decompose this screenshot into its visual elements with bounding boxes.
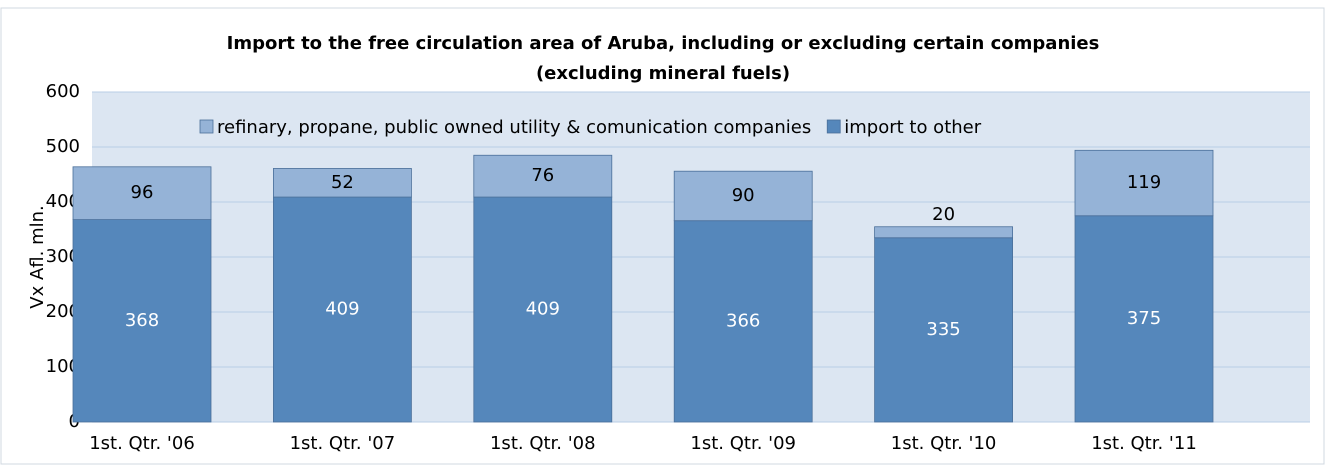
x-tick-label: 1st. Qtr. '10 [891,433,997,454]
x-tick-label: 1st. Qtr. '09 [690,433,796,454]
data-label: 20 [932,204,955,225]
legend-label: refinary, propane, public owned utility … [217,117,811,138]
data-label: 90 [732,185,755,206]
bar-segment [673,220,813,423]
data-label: 96 [131,182,154,203]
bar-segment [272,168,412,198]
data-label: 375 [1127,308,1161,329]
data-label: 119 [1127,172,1161,193]
data-label: 335 [926,319,960,340]
bar-segment [72,166,212,221]
chart-subtitle: (excluding mineral fuels) [536,63,790,84]
x-tick-label: 1st. Qtr. '06 [89,433,195,454]
y-tick-label: 300 [46,246,80,267]
bar-segment [72,219,212,423]
y-tick-label: 200 [46,301,80,322]
bar-segment [874,237,1013,423]
chart-title: Import to the free circulation area of A… [227,33,1100,54]
y-tick-label: 400 [46,191,80,212]
data-label: 368 [125,310,159,331]
bar-segment [874,226,1013,239]
data-label: 76 [531,165,554,186]
x-tick-label: 1st. Qtr. '11 [1091,433,1197,454]
x-tick-label: 1st. Qtr. '07 [290,433,396,454]
bar-segment [272,196,412,423]
bar-segment [673,170,813,222]
legend-swatch [199,119,214,134]
bar-segment [473,196,613,423]
bar-segment [473,154,613,198]
x-tick-label: 1st. Qtr. '08 [490,433,596,454]
legend-label: import to other [844,117,981,138]
y-tick-label: 100 [46,356,80,377]
data-label: 409 [526,299,560,320]
data-label: 366 [726,310,760,331]
data-label: 409 [325,299,359,320]
y-tick-label: 600 [46,81,80,102]
bar-segment [1074,215,1214,423]
y-tick-label: 500 [46,136,80,157]
y-axis-label: Vx Afl. mln. [27,205,48,308]
bar-segment [1074,149,1214,217]
legend-swatch [826,119,841,134]
data-label: 52 [331,172,354,193]
